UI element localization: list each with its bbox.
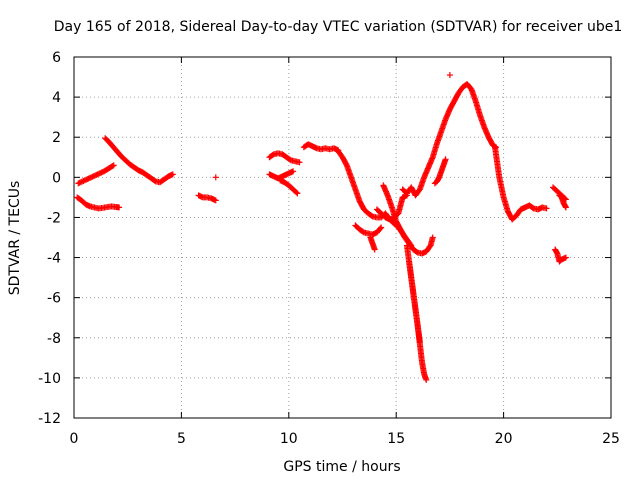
y-tick-label: -10 — [38, 371, 61, 387]
data-point — [212, 197, 219, 204]
x-axis-label: GPS time / hours — [283, 459, 400, 475]
data-points — [74, 72, 569, 383]
y-tick-label: 4 — [52, 90, 61, 106]
plot-frame — [73, 56, 612, 419]
data-point — [294, 190, 301, 197]
y-tick-label: 6 — [52, 50, 61, 66]
y-tick-label: 2 — [52, 130, 61, 146]
x-tick-label: 25 — [602, 431, 620, 447]
y-tick-label: -6 — [47, 291, 61, 307]
data-point — [377, 225, 384, 232]
data-point — [371, 246, 378, 253]
y-tick-label: -12 — [38, 411, 61, 427]
data-point — [416, 338, 423, 345]
y-tick-label: 0 — [52, 170, 61, 186]
data-point — [212, 174, 219, 181]
data-point — [293, 189, 300, 196]
data-point — [423, 376, 430, 383]
x-tick-label: 5 — [177, 431, 186, 447]
data-point — [109, 162, 116, 169]
data-point — [429, 234, 436, 241]
data-point — [446, 72, 453, 79]
data-point — [562, 254, 569, 261]
y-axis-label: SDTVAR / TECUs — [7, 181, 23, 296]
data-point — [378, 224, 385, 231]
x-tick-label: 10 — [280, 431, 298, 447]
chart-title: Day 165 of 2018, Sidereal Day-to-day VTE… — [54, 19, 623, 35]
x-tick-label: 20 — [495, 431, 513, 447]
data-point — [442, 156, 449, 163]
axis-ticks: 0 5 10 15 20 25 -12 -10 -8 -6 -4 -2 0 2 4 6 — [38, 50, 620, 447]
data-point — [110, 162, 117, 169]
data-point — [290, 168, 297, 175]
data-point — [296, 159, 303, 166]
y-tick-label: -4 — [47, 251, 61, 267]
grid-lines — [74, 57, 611, 418]
data-point — [169, 171, 176, 178]
x-tick-label: 0 — [70, 431, 79, 447]
x-tick-label: 15 — [387, 431, 405, 447]
y-tick-label: -8 — [47, 331, 61, 347]
y-tick-label: -2 — [47, 210, 61, 226]
data-point — [116, 204, 123, 211]
data-point — [543, 205, 550, 212]
data-point — [562, 204, 569, 211]
